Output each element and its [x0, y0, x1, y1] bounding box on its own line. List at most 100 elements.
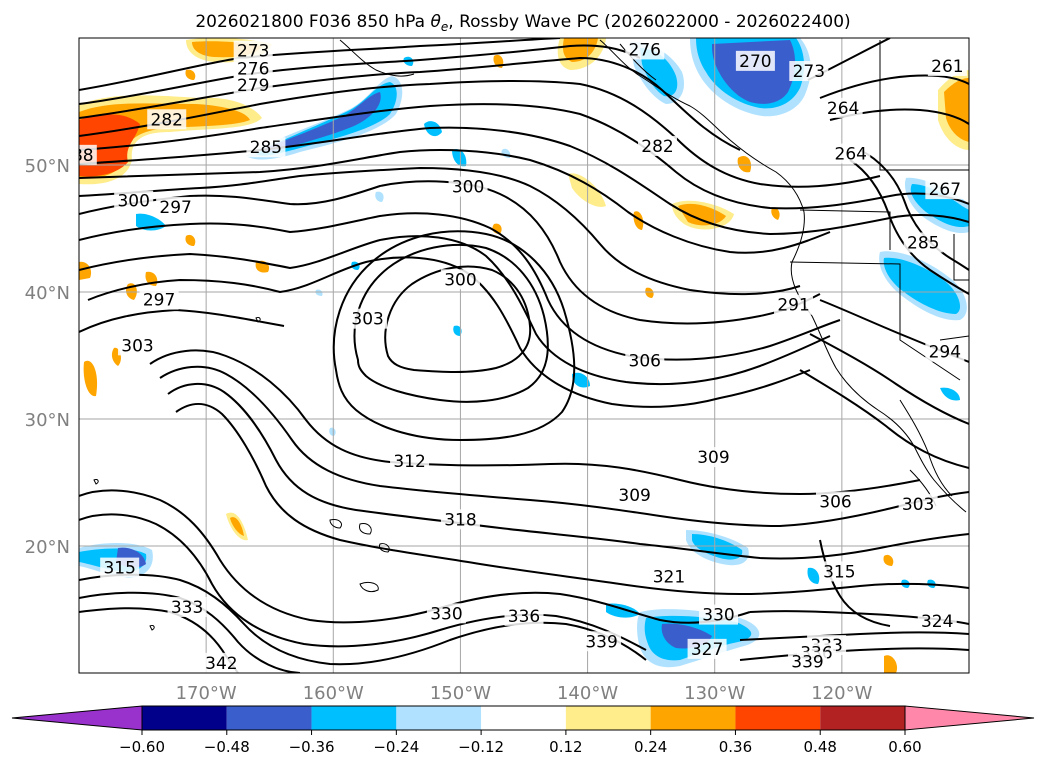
colorbar-segment — [650, 706, 736, 730]
theta-e-contour — [149, 349, 921, 496]
positive-anomaly-region — [737, 155, 752, 173]
contour-label-halo — [816, 491, 855, 512]
latitude-tick-label: 20°N — [25, 537, 70, 558]
contour-label-halo — [917, 610, 957, 631]
negative-anomaly-region — [940, 387, 960, 401]
contour-label-halo — [582, 631, 622, 652]
contour-label: 264 — [827, 99, 859, 119]
colorbar-tick-label: 0.48 — [804, 738, 837, 756]
contour-label: 306 — [819, 493, 851, 513]
contour-label: 88 — [72, 146, 94, 166]
coastlines — [93, 39, 969, 631]
positive-anomaly-region — [185, 234, 196, 246]
contour-label: 264 — [835, 145, 867, 165]
contour-label: 285 — [250, 138, 282, 158]
contour-label: 330 — [430, 604, 462, 624]
positive-anomaly-region — [562, 38, 598, 62]
theta-e-contour — [809, 333, 969, 425]
positive-anomaly-region — [944, 78, 969, 142]
contour-label-halo — [246, 137, 286, 158]
contour-label: 291 — [777, 296, 809, 316]
positive-anomaly-region — [883, 554, 894, 566]
latitude-tick-label: 50°N — [25, 156, 70, 177]
contour-label-halo — [147, 109, 187, 130]
theta-e-contour — [79, 80, 881, 188]
theta-e-contour — [79, 573, 647, 666]
coastline — [93, 479, 99, 485]
contour-label-halo — [687, 638, 727, 659]
negative-anomaly-region — [692, 534, 743, 560]
positive-anomaly-region — [83, 360, 98, 397]
theta-e-contour — [79, 489, 751, 624]
contour-label-halo — [625, 350, 665, 371]
contour-label-halo — [823, 97, 863, 118]
contour-label: 300 — [117, 192, 149, 212]
contour-label-halo — [448, 176, 488, 197]
contour-label: 273 — [237, 42, 269, 62]
theta-e-contour — [79, 235, 831, 385]
contour-label-halo — [100, 557, 140, 578]
contour-label-halo — [139, 289, 179, 310]
theta-e-contour — [849, 159, 969, 295]
contour-label: 309 — [618, 486, 650, 506]
theta-e-contour — [79, 513, 647, 651]
theta-e-contour — [739, 647, 969, 661]
latitude-tick-label: 30°N — [25, 410, 70, 431]
contour-label-halo — [649, 566, 689, 587]
coastline — [339, 39, 415, 77]
colorbar-segment — [396, 706, 482, 730]
theta-e-contour — [167, 383, 969, 560]
contour-label: 270 — [739, 52, 771, 72]
contour-label-halo — [927, 55, 967, 76]
contour-label-halo — [693, 447, 733, 468]
theta-e-contour — [332, 230, 576, 442]
longitude-tick-label: 170°W — [176, 683, 237, 704]
longitude-tick-label: 150°W — [430, 683, 491, 704]
negative-anomaly-region — [640, 48, 678, 97]
contour-label-halo — [167, 596, 207, 617]
coastline — [329, 519, 343, 529]
contour-label: 297 — [143, 291, 175, 311]
pc-anomaly-shading — [79, 38, 969, 673]
contour-label-halo — [925, 179, 965, 200]
positive-anomaly-region — [678, 203, 726, 226]
contour-label: 267 — [929, 180, 961, 200]
contour-label-halo — [925, 341, 965, 362]
contour-label: 342 — [205, 654, 237, 674]
contour-label: 315 — [103, 559, 135, 579]
colorbar-tick-label: 0.36 — [719, 738, 752, 756]
negative-anomaly-region — [452, 148, 467, 167]
contour-label: 324 — [921, 612, 953, 632]
theta-e-contour — [353, 243, 549, 403]
colorbar-tick-label: 0.60 — [888, 738, 921, 756]
contour-label-halo — [156, 196, 196, 217]
colorbar-extend-max — [904, 705, 1035, 731]
theta-e-contour — [159, 365, 969, 528]
contour-label-halo — [201, 652, 241, 673]
contour-label-halo — [440, 509, 480, 530]
negative-anomaly-region — [572, 372, 590, 388]
coastline — [149, 625, 155, 631]
contour-label: 315 — [823, 562, 855, 582]
contour-label: 273 — [793, 62, 825, 82]
contour-label: 312 — [393, 452, 425, 472]
contour-label: 282 — [151, 110, 183, 130]
colorbar-segment — [142, 706, 227, 730]
positive-anomaly-region — [230, 517, 244, 536]
contour-label-halo — [79, 144, 97, 165]
contour-label: 309 — [697, 448, 729, 468]
latitude-tick-labels: 20°N 30°N 40°N 50°N — [25, 156, 70, 558]
positive-anomaly-region — [884, 655, 898, 673]
contour-label-halo — [440, 269, 480, 290]
negative-anomaly-region — [329, 427, 336, 436]
contour-label-halo — [903, 232, 943, 253]
theta-e-contour — [384, 265, 532, 373]
coastline — [359, 523, 372, 535]
contour-label: 321 — [653, 567, 685, 587]
contour-label: 261 — [931, 57, 963, 77]
coastline — [939, 335, 969, 341]
colorbar-segment — [565, 706, 651, 730]
contour-label: 276 — [237, 59, 269, 79]
